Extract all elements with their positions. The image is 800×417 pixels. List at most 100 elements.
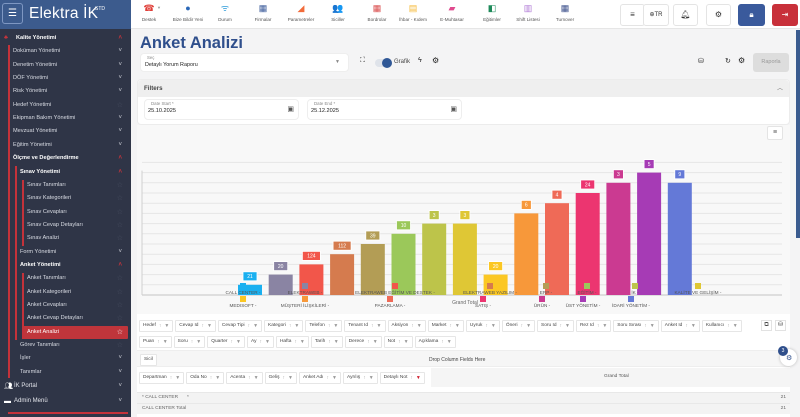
filter-icon[interactable]: ▼ (333, 323, 339, 329)
filter-icon[interactable]: ▼ (526, 323, 532, 329)
sidebar-item[interactable]: Anket Kategorileri ☆ (0, 286, 131, 299)
star-icon[interactable]: ☆ (116, 221, 123, 229)
chart-menu-button[interactable]: ≡ (767, 126, 783, 140)
bar[interactable] (268, 274, 293, 295)
filter-icon[interactable]: ▼ (368, 375, 374, 381)
filter-icon[interactable]: ▼ (376, 323, 382, 329)
chart-toggle[interactable] (375, 58, 392, 68)
field-chip[interactable]: Puan ↑ ▼ (139, 336, 172, 348)
sort-icon[interactable]: ↑ (328, 339, 331, 345)
field-chip[interactable]: Soru Sırası ↑ ▼ (613, 320, 659, 332)
legend-item[interactable]: MÜŞTERİ İLİŞKİLERİ - (272, 296, 338, 308)
data-field-chip[interactable]: Sicil (140, 354, 157, 366)
quick-nav-item[interactable]: ▥ Shift Listesi (503, 3, 553, 22)
sort-icon[interactable]: ↑ (559, 323, 563, 329)
sidebar-item[interactable]: Doküman Yönetimi ˅ (0, 45, 131, 58)
sort-icon[interactable]: ↑ (411, 323, 414, 329)
sidebar-item[interactable]: İşler ˅ (0, 352, 131, 365)
fullscreen-icon[interactable]: ⛶ (360, 57, 365, 64)
star-icon[interactable]: ☆ (116, 302, 123, 309)
quick-nav-item[interactable]: 👥 Siciller (313, 3, 363, 22)
star-icon[interactable]: ☆ (116, 181, 123, 189)
filter-icon[interactable]: ▼ (164, 323, 170, 329)
quick-nav-item[interactable]: ◧ Eğitimler (467, 3, 517, 22)
sidebar-item[interactable]: Risk Yönetimi ˅ (0, 85, 131, 98)
filter-icon[interactable]: ▼ (236, 339, 241, 345)
sort-icon[interactable]: ↑ (327, 323, 331, 329)
filter-icon[interactable]: ▼ (732, 323, 738, 329)
bar[interactable] (238, 284, 262, 295)
quick-nav-item[interactable]: ▦ Firmalar (238, 3, 288, 22)
star-icon[interactable]: ☆ (116, 101, 123, 109)
quick-nav-item[interactable]: ▤ İhbar - Kıdem (388, 3, 438, 22)
sort-icon[interactable]: ↑ (248, 375, 251, 381)
filter-icon[interactable]: ▼ (206, 323, 212, 329)
sort-icon[interactable]: ↑ (367, 339, 370, 345)
settings-icon[interactable]: ⚙ (738, 56, 746, 65)
sidebar-item[interactable]: 👥︎ İK Portal ˅ (0, 380, 131, 393)
sort-icon[interactable]: ↑ (158, 323, 162, 329)
bar[interactable] (299, 264, 324, 295)
calendar-icon[interactable]: ▣ (450, 106, 457, 113)
star-icon[interactable]: ☆ (116, 315, 123, 323)
sidebar-item[interactable]: Sınav Kategorileri ☆ (0, 192, 131, 205)
legend-item[interactable]: CALL CENTER - (214, 283, 272, 295)
field-chip[interactable]: Acenta ↑ ▼ (226, 372, 263, 384)
filter-icon[interactable]: ▼ (294, 323, 300, 329)
floating-action-button[interactable]: 3 ⚙ (778, 346, 797, 366)
gears-icon[interactable]: ⚙ (432, 56, 440, 65)
filter-icon[interactable]: ▼ (175, 375, 181, 381)
filters-header[interactable]: Filters ︿ (138, 80, 789, 97)
legend-item[interactable]: ÜRÜN - (524, 296, 560, 308)
refresh-icon[interactable]: ↻ (725, 58, 731, 65)
filter-icon[interactable]: ▼ (299, 339, 305, 345)
field-chip[interactable]: Ayrılış ↑ ▼ (342, 372, 378, 384)
sidebar-item[interactable]: Sınav Tanımları ☆ (0, 179, 131, 192)
field-chooser-button[interactable]: ⧉ (761, 320, 772, 331)
notifications-button[interactable]: 🔔︎ (673, 4, 698, 26)
bar[interactable] (330, 254, 355, 295)
field-chip[interactable]: Hafta ↑ ▼ (275, 336, 309, 348)
star-icon[interactable]: ☆ (116, 195, 123, 203)
star-icon[interactable]: ☆ (116, 208, 123, 216)
filter-icon[interactable]: ▼ (446, 339, 452, 345)
date-start-field[interactable]: Date Start * 25.10.2025 ▣ (144, 99, 299, 120)
field-chip[interactable]: Uyruk ↑ ▼ (465, 320, 500, 332)
chevron-up-icon[interactable]: ︿ (776, 86, 783, 92)
sort-icon[interactable]: ↑ (727, 323, 730, 329)
filter-icon[interactable]: ▼ (602, 323, 608, 329)
filter-icon[interactable]: ▼ (416, 323, 422, 329)
field-chip[interactable]: Kullanıcı ↑ ▼ (701, 320, 742, 332)
filter-icon[interactable]: ▼ (690, 323, 696, 329)
lock-button[interactable]: 🔒︎ (738, 4, 765, 26)
quick-nav-item[interactable]: ▦ Turnover (540, 3, 590, 22)
legend-item[interactable]: İDARİ YÖNETİM - (606, 296, 656, 308)
legend-item[interactable]: İK - (610, 283, 660, 295)
filter-icon[interactable]: ▼ (415, 375, 421, 381)
page-scrollbar[interactable] (796, 30, 800, 238)
date-end-field[interactable]: Date End * 25.12.2025 ▣ (307, 99, 462, 120)
field-chip[interactable]: Rez Id ↑ ▼ (575, 320, 612, 332)
quick-nav-item[interactable]: ● Bize Bildir Yeni (163, 3, 213, 22)
filter-icon[interactable]: ▼ (162, 339, 168, 345)
field-chip[interactable]: Soru ↑ ▼ (173, 336, 206, 348)
field-chip[interactable]: Kategori ↑ ▼ (264, 320, 304, 332)
field-chip[interactable]: Anket Adı ↑ ▼ (298, 372, 341, 384)
sort-icon[interactable]: ↑ (190, 339, 194, 345)
filter-icon[interactable]: ▼ (332, 375, 337, 381)
quick-nav-item[interactable]: ▰ E-Muhtasar (427, 3, 477, 22)
field-chip[interactable]: Oda No ↑ ▼ (186, 372, 225, 384)
bar[interactable] (637, 172, 662, 295)
legend-item[interactable]: EĞİTİM - (564, 283, 610, 295)
sidebar-item[interactable]: Anket Cevap Detayları ☆ (0, 312, 131, 325)
database-icon[interactable]: ⛁ (698, 58, 704, 65)
settings-button[interactable]: ⚙ (706, 4, 731, 26)
legend-item[interactable]: ELEKTRAWEB YAZILIM - (452, 283, 528, 295)
sort-icon[interactable]: ↑ (371, 323, 374, 329)
field-chip[interactable]: Cevap Tipi ↑ ▼ (217, 320, 263, 332)
field-chip[interactable]: Cevap Id ↑ ▼ (175, 320, 216, 332)
field-chip[interactable]: Öneri ↑ ▼ (501, 320, 536, 332)
sidebar-item[interactable]: Mevzuat Yönetimi ˅ (0, 125, 131, 138)
filter-icon[interactable]: ▼ (215, 375, 221, 381)
legend-item[interactable]: PAZARLAMA - (338, 296, 442, 308)
